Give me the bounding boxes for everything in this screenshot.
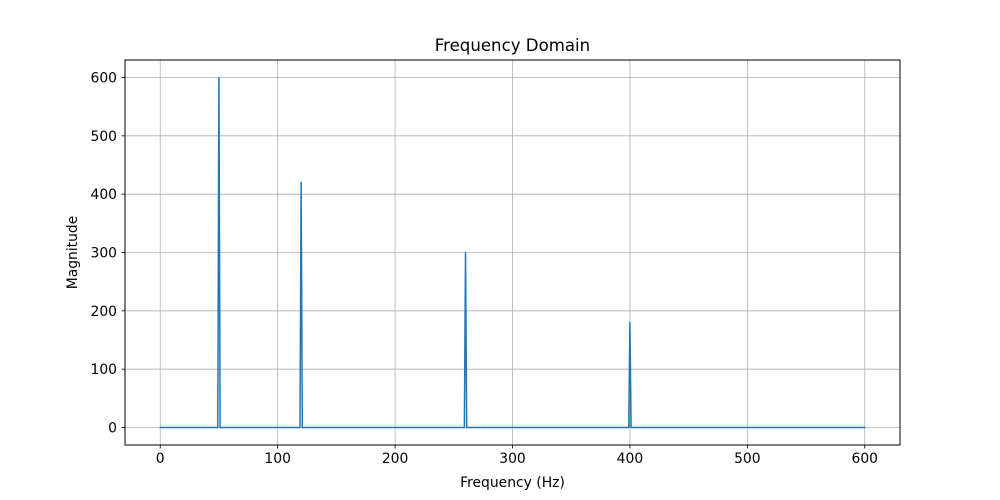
y-axis-label: Magnitude bbox=[65, 216, 81, 290]
y-tick-label: 200 bbox=[90, 304, 117, 320]
x-tick-label: 500 bbox=[734, 451, 761, 467]
y-tick-label: 0 bbox=[108, 421, 117, 437]
y-tick-label: 100 bbox=[90, 362, 117, 378]
chart-title: Frequency Domain bbox=[435, 36, 590, 55]
y-tick-label: 400 bbox=[90, 187, 117, 203]
y-tick-label: 300 bbox=[90, 246, 117, 262]
x-tick-label: 300 bbox=[499, 451, 526, 467]
y-tick-label: 600 bbox=[90, 71, 117, 87]
x-tick-label: 0 bbox=[156, 451, 165, 467]
x-tick-label: 100 bbox=[264, 451, 291, 467]
x-tick-label: 200 bbox=[382, 451, 409, 467]
x-tick-label: 400 bbox=[617, 451, 644, 467]
x-axis-label: Frequency (Hz) bbox=[460, 475, 565, 491]
magnitude-series-line bbox=[159, 76, 866, 429]
axis-tick-labels: 0 100 200 300 400 500 600 0 100 200 300 400 500 600 bbox=[90, 71, 878, 468]
axis-tick-marks bbox=[121, 77, 866, 449]
grid-lines bbox=[125, 60, 900, 445]
x-tick-label: 600 bbox=[852, 451, 879, 467]
y-tick-label: 500 bbox=[90, 129, 117, 145]
